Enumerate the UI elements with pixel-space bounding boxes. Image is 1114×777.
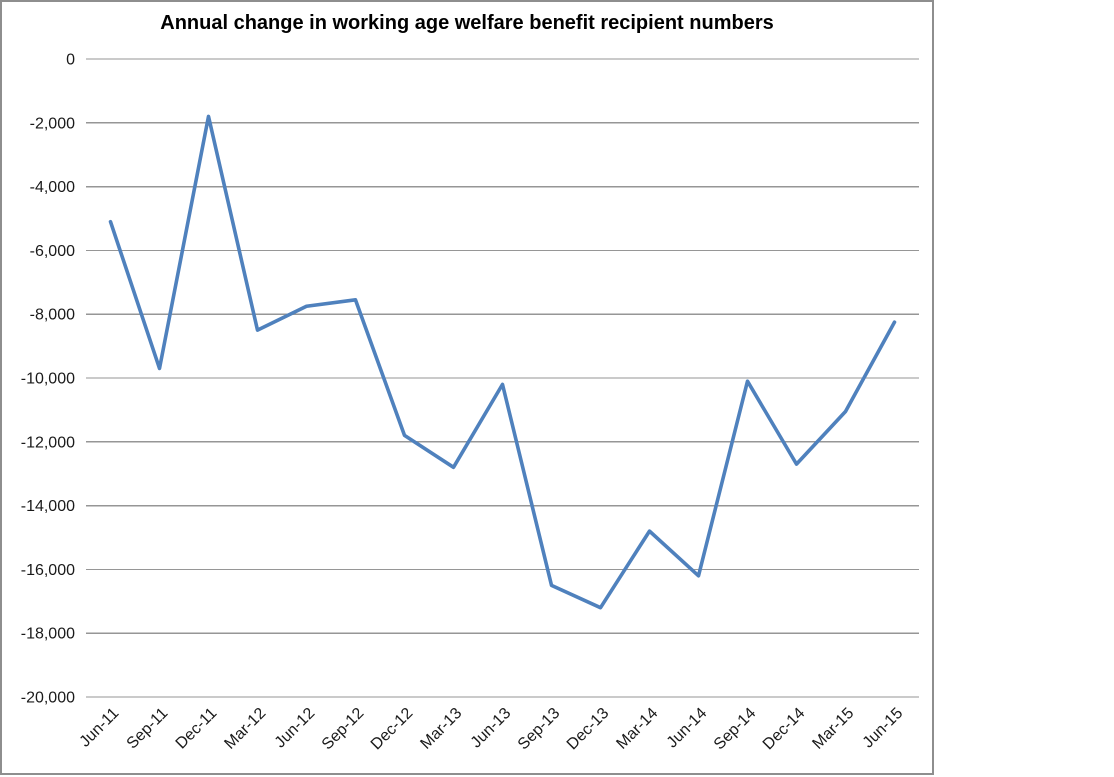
x-axis-tick-label: Jun-11 bbox=[77, 705, 123, 751]
y-axis-tick-label: -18,000 bbox=[21, 626, 75, 643]
y-axis-tick-label: -12,000 bbox=[21, 434, 75, 451]
y-axis-tick-label: -8,000 bbox=[30, 307, 75, 324]
x-axis-tick-label: Mar-12 bbox=[221, 705, 269, 753]
x-axis-tick-label: Dec-14 bbox=[760, 705, 809, 754]
y-axis-tick-label: -2,000 bbox=[30, 115, 75, 132]
y-axis-tick-label: -4,000 bbox=[30, 179, 75, 196]
x-axis-tick-label: Dec-12 bbox=[368, 705, 417, 754]
x-axis-tick-label: Mar-13 bbox=[417, 705, 465, 753]
chart: Annual change in working age welfare ben… bbox=[0, 0, 934, 775]
x-axis-tick-label: Jun-12 bbox=[272, 705, 319, 752]
chart-title: Annual change in working age welfare ben… bbox=[160, 12, 774, 34]
x-axis-tick-label: Jun-14 bbox=[664, 705, 711, 752]
x-axis-tick-label: Mar-15 bbox=[809, 705, 857, 753]
x-axis-tick-label: Sep-11 bbox=[124, 705, 172, 753]
y-axis-tick-label: -6,000 bbox=[30, 243, 75, 260]
y-axis-tick-label: -14,000 bbox=[21, 498, 75, 515]
data-series-line bbox=[108, 114, 897, 610]
y-axis-tick-label: -20,000 bbox=[21, 690, 75, 707]
y-axis-tick-label: -16,000 bbox=[21, 562, 75, 579]
x-axis-tick-label: Jun-15 bbox=[860, 705, 907, 752]
x-axis-tick-label: Dec-13 bbox=[564, 705, 613, 754]
line-chart-plot: 0 -2,000 -4,000 -6,000 -8,000 -10,000 -12,000 -… bbox=[21, 52, 919, 754]
x-axis-tick-label: Sep-12 bbox=[319, 705, 368, 754]
x-axis-tick-label: Jun-13 bbox=[468, 705, 515, 752]
x-axis-tick-label: Dec-11 bbox=[173, 705, 221, 753]
x-axis-tick-label: Mar-14 bbox=[613, 705, 661, 753]
y-axis-tick-label: 0 bbox=[66, 52, 75, 69]
y-axis-tick-label: -10,000 bbox=[21, 371, 75, 388]
x-axis-tick-label: Sep-14 bbox=[711, 705, 760, 754]
x-axis-tick-label: Sep-13 bbox=[515, 705, 564, 754]
